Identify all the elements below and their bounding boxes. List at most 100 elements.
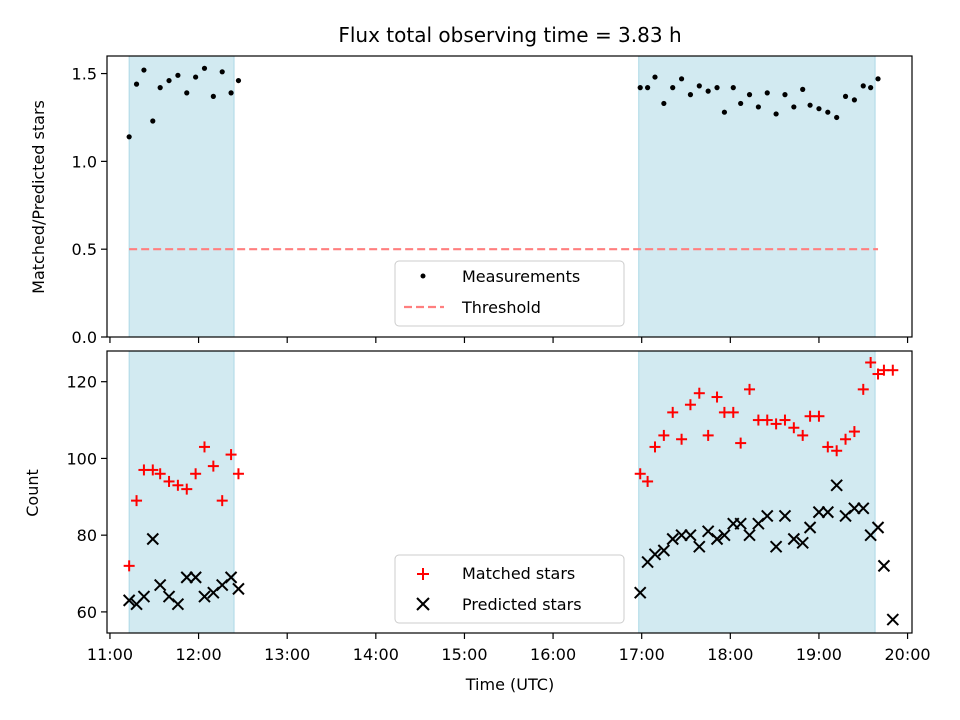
matched-star-point — [693, 387, 705, 399]
x-tick-label: 19:00 — [796, 645, 842, 664]
predicted-star-point — [180, 571, 193, 584]
measurement-point — [714, 85, 720, 91]
observing-window-1 — [638, 350, 876, 634]
measurement-point — [782, 92, 788, 98]
matched-star-point — [172, 479, 184, 491]
matched-star-point — [865, 357, 877, 369]
matched-star-point — [123, 560, 135, 572]
chart-title: Flux total observing time = 3.83 h — [338, 23, 681, 47]
measurement-point — [851, 97, 857, 103]
y-tick-label: 1.0 — [72, 152, 97, 171]
measurement-point — [133, 81, 140, 87]
matched-star-point — [711, 391, 723, 403]
matched-star-point — [154, 468, 166, 480]
measurement-point — [228, 90, 234, 96]
predicted-star-point — [232, 582, 245, 596]
predicted-star-point — [830, 479, 843, 492]
matched-star-point — [872, 368, 884, 380]
predicted-star-point — [171, 598, 185, 611]
measurement-point — [157, 85, 163, 91]
matched-star-point — [232, 468, 244, 480]
measurement-point — [166, 77, 172, 84]
legend-matched-marker — [417, 568, 429, 580]
measurement-point — [175, 72, 181, 78]
measurement-point — [773, 111, 779, 117]
predicted-star-point — [666, 532, 679, 546]
predicted-star-point — [718, 528, 731, 542]
predicted-star-point — [812, 505, 826, 519]
measurement-point — [652, 74, 658, 80]
predicted-star-point — [189, 571, 202, 584]
matched-star-point — [887, 364, 899, 376]
measurement-point — [746, 92, 753, 98]
matched-star-point — [684, 399, 696, 411]
y-tick-label: 60 — [77, 603, 97, 622]
matched-star-point — [840, 433, 852, 445]
measurement-point — [705, 88, 711, 94]
top-legend: Measurements Threshold — [394, 260, 625, 327]
x-tick-label: 15:00 — [441, 645, 487, 664]
predicted-star-point — [657, 544, 671, 557]
measurement-point — [800, 86, 806, 92]
matched-star-point — [163, 475, 175, 487]
matched-star-point — [702, 429, 714, 441]
predicted-star-point — [796, 536, 809, 550]
observing-window-0 — [128, 350, 235, 634]
bottom-y-ticks: 60 80 100 120 — [66, 373, 107, 622]
predicted-star-point — [787, 532, 801, 546]
measurement-point — [150, 118, 156, 124]
measurement-point — [193, 74, 199, 80]
predicted-star-point — [137, 590, 151, 603]
y-tick-label: 1.5 — [72, 65, 97, 84]
measurement-point — [825, 109, 831, 115]
predicted-star-point — [684, 528, 697, 542]
bottom-points — [122, 357, 900, 626]
measurement-point — [860, 83, 866, 89]
matched-star-point — [857, 383, 869, 395]
x-tick-label: 18:00 — [707, 645, 753, 664]
matched-star-point — [822, 441, 834, 453]
top-panel: 0.0 0.5 1.0 1.5 Matched/Predicted stars Mea… — [29, 55, 913, 347]
measurement-point — [868, 85, 874, 91]
bottom-shading — [128, 350, 876, 634]
measurement-point — [807, 102, 813, 108]
measurement-point — [875, 76, 881, 82]
measurement-point — [696, 83, 702, 89]
top-y-ticks: 0.0 0.5 1.0 1.5 — [72, 65, 107, 347]
measurement-point — [670, 85, 676, 91]
predicted-star-point — [146, 532, 159, 546]
predicted-star-point — [122, 594, 136, 607]
predicted-star-point — [848, 502, 861, 515]
measurement-point — [661, 100, 667, 107]
bottom-y-axis-label: Count — [23, 469, 42, 517]
bottom-legend: Matched stars Predicted stars — [394, 554, 625, 624]
matched-star-point — [147, 464, 159, 476]
matched-star-point — [761, 414, 773, 426]
matched-star-point — [131, 495, 143, 507]
observing-window-1 — [638, 55, 876, 338]
measurement-point — [816, 106, 822, 112]
measurement-point — [126, 134, 132, 140]
matched-star-point — [770, 418, 782, 430]
matched-star-point — [831, 445, 843, 457]
bottom-x-ticks: 11:00 12:00 13:00 14:00 15:00 16:00 17:00 18:00… — [87, 633, 931, 664]
matched-star-point — [813, 410, 825, 422]
matched-star-point — [225, 449, 237, 461]
predicted-star-point — [153, 578, 167, 592]
x-tick-label: 13:00 — [264, 645, 310, 664]
y-tick-label: 100 — [66, 449, 97, 468]
predicted-star-point — [634, 586, 647, 599]
measurement-point — [637, 85, 643, 91]
matched-star-point — [207, 460, 219, 472]
matched-star-point — [779, 414, 791, 426]
x-tick-label: 16:00 — [530, 645, 576, 664]
measurement-point — [219, 69, 225, 75]
matched-star-point — [848, 426, 860, 438]
predicted-star-point — [778, 509, 792, 523]
measurement-point — [755, 104, 761, 110]
predicted-star-point — [198, 590, 211, 603]
predicted-star-point — [224, 571, 238, 584]
predicted-star-point — [648, 548, 662, 561]
y-tick-label: 0.5 — [72, 240, 97, 259]
